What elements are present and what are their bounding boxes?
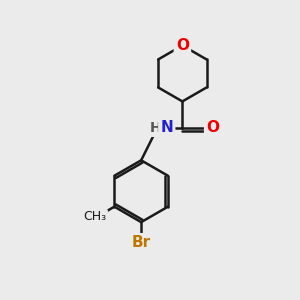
Text: Br: Br: [132, 235, 151, 250]
Text: O: O: [176, 38, 189, 53]
Text: H: H: [150, 121, 162, 135]
Text: N: N: [160, 120, 173, 135]
Text: CH₃: CH₃: [83, 211, 106, 224]
Text: O: O: [206, 120, 219, 135]
